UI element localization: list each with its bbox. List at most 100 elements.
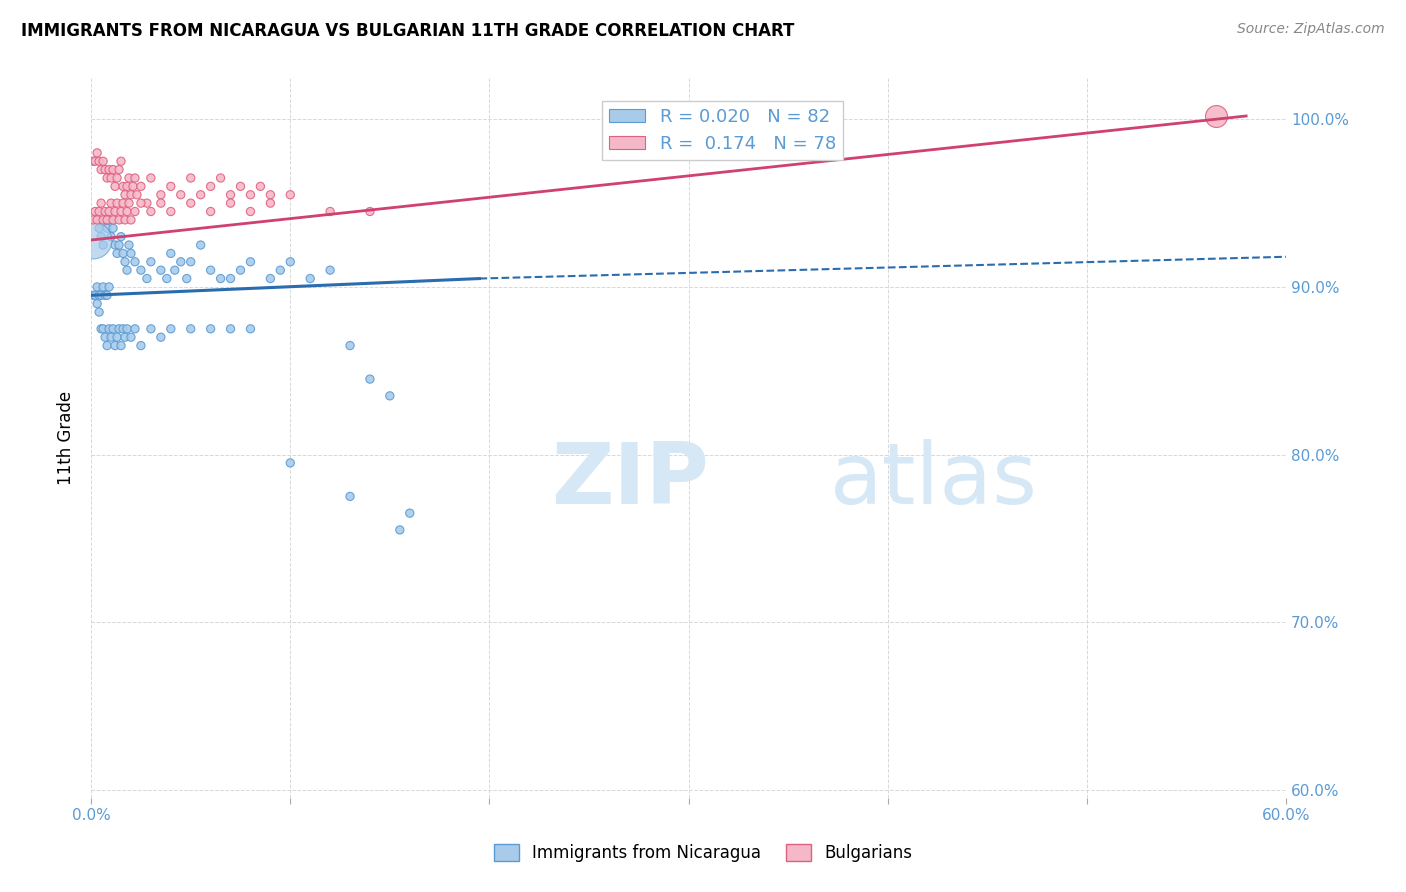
Point <box>180 196 202 211</box>
Point <box>94 213 117 227</box>
Point <box>82 213 104 227</box>
Point <box>149 187 172 202</box>
Point <box>200 179 222 194</box>
Point <box>180 322 202 336</box>
Point <box>104 338 127 352</box>
Point <box>1205 109 1227 123</box>
Point <box>87 221 110 235</box>
Point <box>149 263 172 277</box>
Point <box>219 271 242 285</box>
Point <box>100 330 122 344</box>
Point <box>108 162 131 177</box>
Point <box>86 296 108 310</box>
Point <box>110 229 132 244</box>
Point <box>229 179 252 194</box>
Point <box>98 204 121 219</box>
Point <box>120 213 142 227</box>
Point <box>114 213 136 227</box>
Point <box>124 204 146 219</box>
Point <box>96 221 118 235</box>
Point <box>219 196 242 211</box>
Point <box>359 372 381 386</box>
Point <box>86 213 108 227</box>
Point <box>129 338 152 352</box>
Point <box>111 246 134 260</box>
Point <box>86 145 108 160</box>
Point <box>86 280 108 294</box>
Point <box>108 238 131 252</box>
Point <box>269 263 291 277</box>
Point <box>339 338 361 352</box>
Point <box>105 171 128 186</box>
Point <box>114 187 136 202</box>
Point <box>98 162 121 177</box>
Point <box>319 204 342 219</box>
Point <box>101 221 124 235</box>
Point <box>96 338 118 352</box>
Point <box>82 233 104 247</box>
Point <box>398 506 420 520</box>
Point <box>159 322 181 336</box>
Point <box>82 288 104 302</box>
Point <box>259 187 281 202</box>
Point <box>84 204 107 219</box>
Point <box>91 154 114 169</box>
Point <box>104 204 127 219</box>
Point <box>159 179 181 194</box>
Point <box>115 322 138 336</box>
Point <box>149 330 172 344</box>
Point <box>156 271 179 285</box>
Point <box>87 288 110 302</box>
Point <box>101 322 124 336</box>
Point <box>91 238 114 252</box>
Legend: R = 0.020   N = 82, R =  0.174   N = 78: R = 0.020 N = 82, R = 0.174 N = 78 <box>602 101 844 161</box>
Point <box>170 254 193 268</box>
Point <box>299 271 322 285</box>
Point <box>87 154 110 169</box>
Point <box>378 389 401 403</box>
Point <box>176 271 198 285</box>
Point <box>96 171 118 186</box>
Point <box>104 238 127 252</box>
Point <box>91 322 114 336</box>
Point <box>118 238 141 252</box>
Point <box>219 187 242 202</box>
Text: atlas: atlas <box>830 440 1038 523</box>
Point <box>115 179 138 194</box>
Point <box>100 171 122 186</box>
Point <box>111 322 134 336</box>
Point <box>259 196 281 211</box>
Point <box>105 246 128 260</box>
Point <box>101 213 124 227</box>
Point <box>163 263 186 277</box>
Point <box>219 322 242 336</box>
Point <box>139 171 162 186</box>
Point <box>111 196 134 211</box>
Point <box>139 322 162 336</box>
Point <box>87 305 110 319</box>
Point <box>200 204 222 219</box>
Point <box>278 254 301 268</box>
Point <box>104 179 127 194</box>
Point <box>159 204 181 219</box>
Point <box>139 254 162 268</box>
Legend: Immigrants from Nicaragua, Bulgarians: Immigrants from Nicaragua, Bulgarians <box>485 836 921 871</box>
Point <box>239 322 262 336</box>
Point <box>105 330 128 344</box>
Point <box>120 246 142 260</box>
Point <box>124 322 146 336</box>
Point <box>278 456 301 470</box>
Y-axis label: 11th Grade: 11th Grade <box>58 391 75 485</box>
Point <box>259 271 281 285</box>
Point <box>110 154 132 169</box>
Point <box>124 254 146 268</box>
Point <box>115 204 138 219</box>
Point <box>129 263 152 277</box>
Point <box>94 330 117 344</box>
Point <box>229 263 252 277</box>
Point <box>159 246 181 260</box>
Point <box>120 330 142 344</box>
Point <box>82 154 104 169</box>
Point <box>111 179 134 194</box>
Point <box>110 204 132 219</box>
